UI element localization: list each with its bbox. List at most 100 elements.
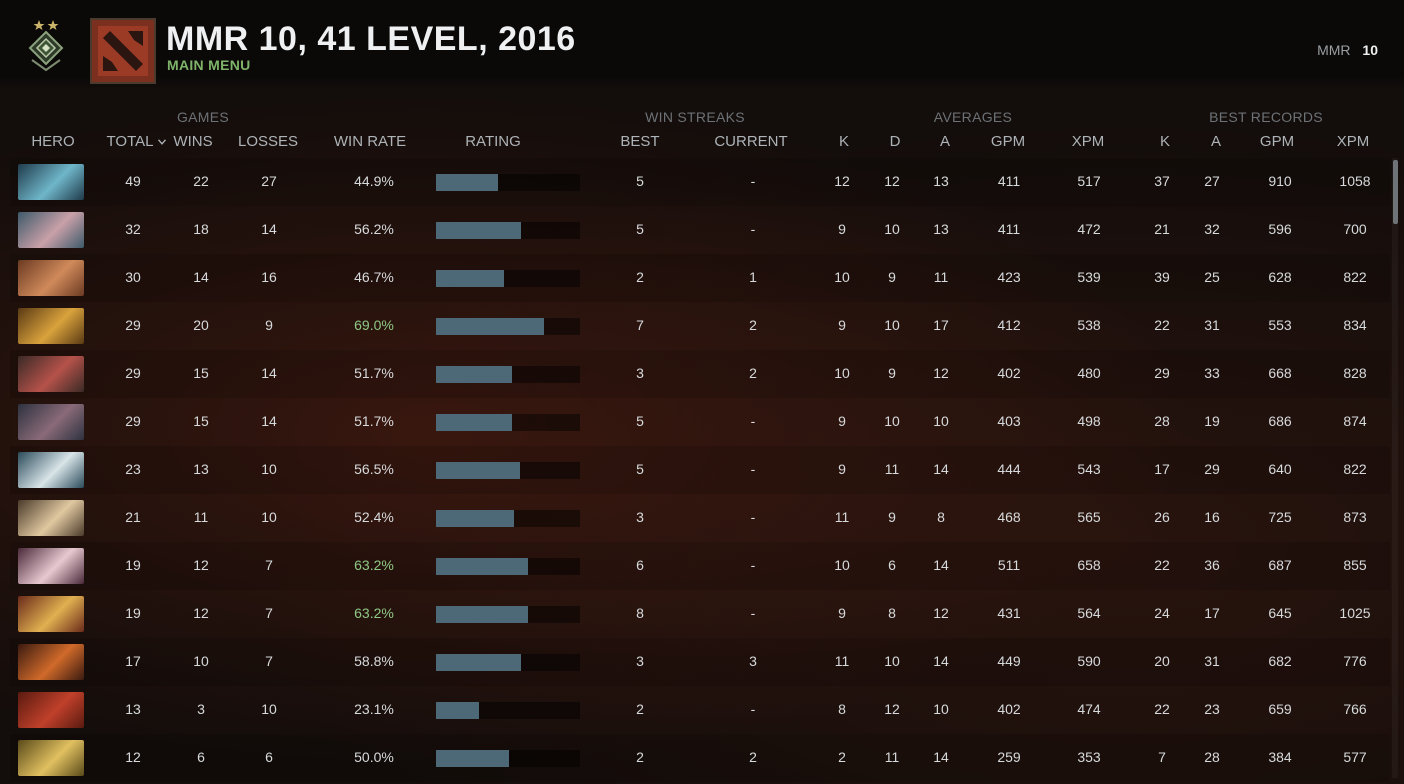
hero-portrait[interactable] [18,404,84,440]
cell-avg-a: 14 [933,653,949,669]
rating-bar-fill [436,270,504,287]
cell-total: 13 [125,701,141,717]
hero-stats-table: 49 22 27 44.9% 5-12 12 13 411 517 37 27 910 1058 3 2 1 8… [0,158,1404,784]
col-header-win-rate[interactable]: WIN RATE [333,133,407,150]
cell-best: 3 [636,365,644,381]
cell-avg-xpm: 472 [1077,221,1101,237]
cell-best-xpm: 577 [1343,749,1367,765]
cell-avg-xpm: 564 [1077,605,1101,621]
hero-row[interactable]: 17 10 7 58.8% 3 3 11 10 14 449 590 20 31 682 776 [10,638,1390,686]
cell-total: 30 [125,269,141,285]
col-header-total[interactable]: TOTAL [106,133,154,150]
col-header-wins[interactable]: WINS [173,133,213,150]
cell-best-k: 21 [1154,221,1170,237]
cell-best-a: 19 [1204,413,1220,429]
sort-down-icon [158,139,166,145]
hero-row[interactable]: 12 6 6 50.0% 2 2 2 11 14 259 353 7 28 384 577 [10,734,1390,782]
hero-portrait[interactable] [18,308,84,344]
col-header-best-xpm[interactable]: XPM [1336,133,1370,150]
cell-best-a: 27 [1204,173,1220,189]
hero-portrait[interactable] [18,260,84,296]
hero-row[interactable]: 19 12 7 63.2% 8 - 9 8 12 431 564 24 17 645 1025 [10,590,1390,638]
hero-portrait[interactable] [18,356,84,392]
col-header-best-kills[interactable]: K [1159,133,1170,150]
cell-avg-a: 10 [933,701,949,717]
group-header-games: GAMES [176,109,230,125]
main-menu-link[interactable]: MAIN MENU [167,57,251,73]
col-header-best-assists[interactable]: A [1210,133,1221,150]
top-bar: MMR 10, 41 LEVEL, 2016 MAIN MENU MMR 10 [0,0,1404,90]
col-header-rating[interactable]: RATING [465,133,521,150]
col-header-best-gpm[interactable]: GPM [1259,133,1295,150]
col-header-best-streak[interactable]: BEST [620,133,660,150]
hero-row[interactable]: 19 12 7 63.2% 6 - 10 6 14 511 658 22 36 687 855 [10,542,1390,590]
hero-portrait[interactable] [18,548,84,584]
col-header-avg-gpm[interactable]: GPM [990,133,1026,150]
cell-wins: 12 [193,605,209,621]
col-header-avg-kills[interactable]: K [838,133,849,150]
col-header-losses[interactable]: LOSSES [237,133,299,150]
hero-row[interactable]: 30 14 16 46.7% 2 1 10 9 11 423 539 39 25 628 822 [10,254,1390,302]
cell-avg-xpm: 498 [1077,413,1101,429]
col-header-avg-xpm[interactable]: XPM [1071,133,1105,150]
hero-row[interactable]: 29 20 9 69.0% 7 2 9 10 17 412 538 22 31 553 834 [10,302,1390,350]
cell-best: 8 [636,605,644,621]
col-header-hero[interactable]: HERO [31,133,75,150]
hero-row[interactable]: 23 13 10 56.5% 5 - 9 11 14 444 543 17 29 640 822 [10,446,1390,494]
cell-avg-xpm: 474 [1077,701,1101,717]
dota-logo-icon[interactable] [90,18,156,84]
cell-best-k: 26 [1154,509,1170,525]
hero-portrait[interactable] [18,692,84,728]
hero-portrait[interactable] [18,164,84,200]
cell-avg-d: 9 [888,269,896,285]
cell-avg-gpm: 449 [997,653,1021,669]
cell-win-rate: 69.0% [354,317,394,333]
rating-bar-fill [436,222,521,239]
cell-win-rate: 63.2% [354,605,394,621]
cell-avg-k: 9 [838,461,846,477]
hero-portrait[interactable] [18,452,84,488]
hero-row[interactable]: 49 22 27 44.9% 5 - 12 12 13 411 517 37 27 910 1058 [10,158,1390,206]
cell-avg-d: 6 [888,557,896,573]
cell-best-gpm: 686 [1268,413,1292,429]
cell-avg-d: 9 [888,365,896,381]
cell-best-k: 24 [1154,605,1170,621]
cell-win-rate: 52.4% [354,509,394,525]
cell-avg-xpm: 538 [1077,317,1101,333]
hero-row[interactable]: 29 15 14 51.7% 5 - 9 10 10 403 498 28 19 686 874 [10,398,1390,446]
cell-avg-a: 8 [937,509,945,525]
hero-row[interactable]: 13 3 10 23.1% 2 - 8 12 10 402 474 22 23 659 766 [10,686,1390,734]
hero-portrait[interactable] [18,644,84,680]
hero-row[interactable]: 29 15 14 51.7% 3 2 10 9 12 402 480 29 33 668 828 [10,350,1390,398]
hero-row[interactable]: 32 18 14 56.2% 5 - 9 10 13 411 472 21 32 596 700 [10,206,1390,254]
cell-losses: 7 [265,653,273,669]
col-header-current-streak[interactable]: CURRENT [714,133,788,150]
cell-wins: 15 [193,413,209,429]
hero-row[interactable]: 21 11 10 52.4% 3 - 11 9 8 468 565 26 16 725 873 [10,494,1390,542]
cell-avg-d: 10 [884,413,900,429]
hero-portrait[interactable] [18,740,84,776]
hero-portrait[interactable] [18,596,84,632]
cell-win-rate: 56.2% [354,221,394,237]
col-header-avg-deaths[interactable]: D [889,133,901,150]
cell-best-gpm: 645 [1268,605,1292,621]
cell-losses: 27 [261,173,277,189]
cell-avg-gpm: 511 [997,557,1021,573]
cell-losses: 9 [265,317,273,333]
rating-bar-fill [436,558,528,575]
cell-total: 19 [125,557,141,573]
cell-avg-k: 11 [834,653,850,669]
cell-best-a: 25 [1204,269,1220,285]
cell-avg-a: 12 [933,605,949,621]
hero-portrait[interactable] [18,500,84,536]
cell-best: 3 [636,509,644,525]
hero-portrait[interactable] [18,212,84,248]
scrollbar-track[interactable] [1392,158,1398,778]
cell-avg-d: 11 [884,749,900,765]
scrollbar-thumb[interactable] [1393,160,1398,224]
cell-best-k: 22 [1154,317,1170,333]
cell-avg-a: 17 [933,317,949,333]
col-header-avg-assists[interactable]: A [939,133,950,150]
cell-avg-gpm: 402 [997,365,1021,381]
rating-bar-track [436,654,580,671]
